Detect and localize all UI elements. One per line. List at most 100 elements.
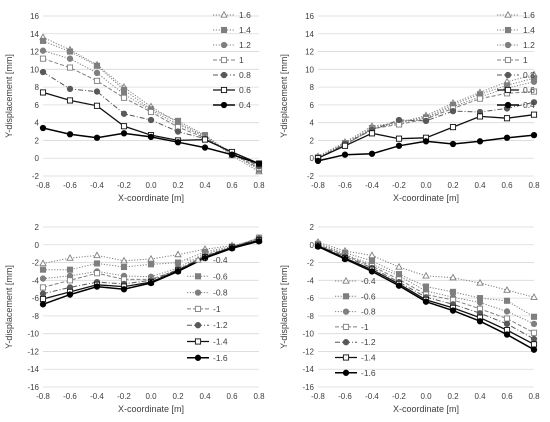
x-axis-title: X-coordinate [m] (118, 193, 184, 203)
data-point (530, 313, 538, 320)
legend-marker (194, 338, 202, 345)
data-point (449, 307, 457, 314)
y-tick-label: 10 (305, 65, 314, 74)
data-point (201, 144, 209, 151)
x-tick-label: -0.8 (311, 181, 325, 190)
legend-label: 1.4 (239, 25, 251, 35)
y-tick-label: 2 (310, 136, 315, 145)
y-tick-label: 4 (35, 119, 40, 128)
data-point (66, 97, 74, 104)
data-point (341, 151, 349, 158)
legend-label: -1.4 (213, 337, 228, 347)
y-tick-label: 0 (310, 241, 315, 250)
y-tick-label: -14 (302, 365, 314, 374)
data-point (147, 133, 155, 141)
data-point (39, 290, 47, 297)
x-tick-label: 0.4 (474, 392, 486, 401)
data-point (314, 157, 322, 165)
data-point (368, 150, 376, 157)
legend-marker (194, 255, 202, 263)
data-point (395, 116, 403, 124)
data-point (39, 47, 47, 54)
x-tick-label: 0.2 (172, 392, 184, 401)
y-tick-label: -2 (32, 172, 40, 181)
legend-marker (194, 354, 202, 361)
data-point (93, 260, 101, 267)
data-point (476, 138, 484, 145)
y-tick-label: -2 (307, 172, 315, 181)
data-point (201, 254, 209, 262)
legend-label: 0.8 (523, 70, 535, 80)
legend-label: 0.6 (239, 85, 251, 95)
data-point (530, 78, 538, 85)
data-point (449, 273, 457, 281)
data-point (39, 124, 47, 132)
data-point (449, 288, 457, 295)
data-point (39, 37, 47, 44)
y-tick-label: 16 (305, 12, 314, 21)
y-axis-title: Y-displacement [mm] (279, 54, 289, 138)
data-point (39, 259, 47, 267)
data-point (368, 251, 376, 259)
data-point (147, 254, 155, 262)
data-point (174, 259, 182, 266)
data-point (66, 85, 74, 93)
data-point (395, 142, 403, 149)
data-point (120, 130, 128, 137)
legend-label: -0.4 (213, 255, 228, 265)
data-point (503, 320, 511, 328)
data-point (201, 136, 209, 143)
x-tick-label: -0.6 (338, 392, 352, 401)
legend-marker (194, 273, 202, 280)
data-point (255, 160, 263, 167)
data-point (66, 253, 74, 261)
y-tick-label: -14 (27, 365, 39, 374)
data-point (503, 285, 511, 293)
legend-marker (504, 101, 512, 109)
data-point (530, 320, 538, 328)
y-tick-label: -8 (307, 312, 315, 321)
data-point (476, 278, 484, 286)
legend-marker (194, 322, 202, 329)
legend-label: -1 (361, 322, 369, 332)
legend-label: -0.6 (213, 271, 228, 281)
y-tick-label: -12 (27, 347, 39, 356)
legend-marker (194, 289, 202, 296)
y-axis-title: Y-displacement [mm] (4, 265, 14, 349)
y-tick-label: 4 (310, 119, 315, 128)
x-tick-label: -0.2 (117, 181, 131, 190)
data-point (39, 301, 47, 308)
data-point (449, 107, 457, 115)
data-point (228, 245, 236, 252)
x-tick-label: 0.0 (420, 181, 432, 190)
data-point (530, 293, 538, 300)
x-tick-label: 0.4 (199, 181, 211, 190)
data-point (503, 297, 511, 304)
x-tick-label: -0.4 (365, 181, 379, 190)
data-point (530, 131, 538, 139)
data-point (476, 95, 484, 102)
x-tick-label: 0.2 (172, 181, 184, 190)
data-point (93, 102, 101, 109)
legend-marker (342, 293, 350, 300)
data-point (120, 256, 128, 264)
x-axis-title: X-coordinate [m] (118, 404, 184, 414)
legend-marker (504, 10, 512, 18)
legend-label: -1.6 (361, 368, 376, 378)
data-point (93, 270, 101, 277)
legend-label: 0.8 (239, 70, 251, 80)
x-tick-label: 0.0 (420, 392, 432, 401)
y-tick-label: 8 (310, 83, 315, 92)
legend-label: 1.6 (523, 10, 535, 20)
x-tick-label: 0.0 (145, 181, 157, 190)
data-point (120, 123, 128, 130)
data-point (93, 88, 101, 95)
data-point (341, 255, 349, 263)
legend-label: -1 (213, 304, 221, 314)
data-point (422, 138, 430, 145)
x-tick-label: -0.2 (392, 392, 406, 401)
data-point (174, 250, 182, 258)
legend-marker (194, 305, 202, 312)
x-axis-title: X-coordinate [m] (393, 193, 459, 203)
